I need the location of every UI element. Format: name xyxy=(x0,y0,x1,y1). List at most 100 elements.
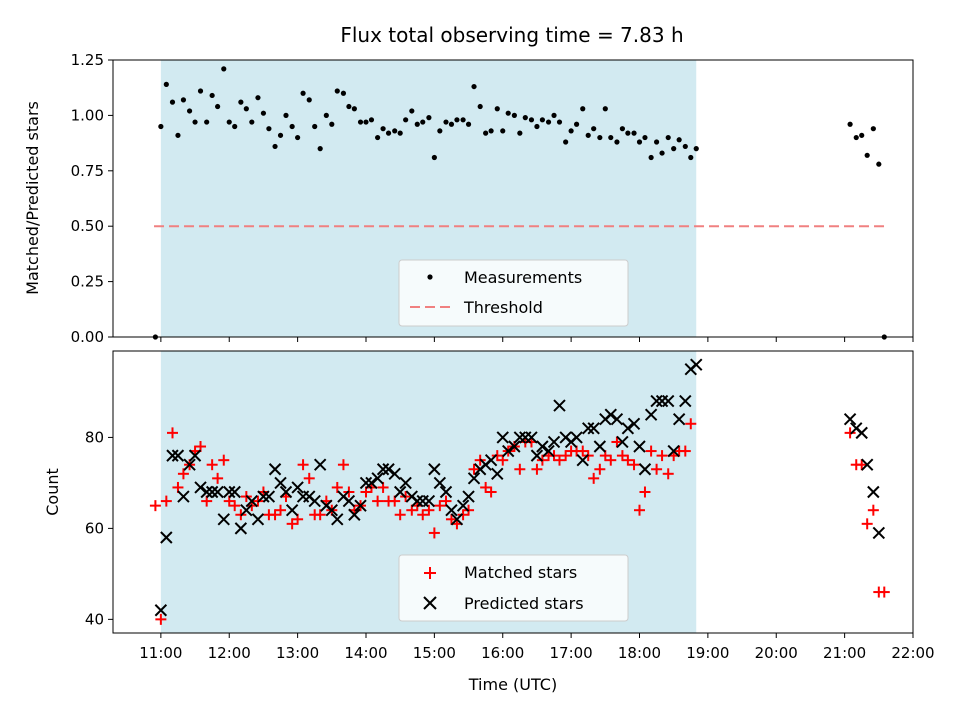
matched-star-point xyxy=(149,500,161,512)
cross-b xyxy=(433,476,447,490)
predicted-star-point xyxy=(667,444,680,458)
cross-b xyxy=(245,494,259,508)
measurement-point xyxy=(591,126,597,132)
matched-star-point xyxy=(297,459,309,471)
legend-measurements-marker xyxy=(427,274,433,280)
predicted-star-point xyxy=(228,485,241,499)
measurement-point xyxy=(580,106,586,112)
cross-b xyxy=(211,485,224,499)
matched-star-point xyxy=(685,418,697,430)
measurement-point xyxy=(648,154,654,161)
predicted-star-point xyxy=(188,449,202,462)
cross-b xyxy=(450,513,464,526)
bottom-legend-box xyxy=(398,554,629,622)
predicted-star-point xyxy=(354,499,367,512)
measurement-point xyxy=(585,132,591,138)
measurement-point xyxy=(357,119,364,125)
measurement-point xyxy=(693,146,699,152)
matched-star-point xyxy=(468,463,480,475)
measurement-point xyxy=(226,119,232,125)
matched-star-point xyxy=(844,427,856,439)
predicted-star-point xyxy=(359,476,373,490)
cross-b xyxy=(530,449,544,462)
matched-star-point xyxy=(867,504,879,516)
measurement-point xyxy=(642,134,648,141)
cross-b xyxy=(194,481,207,494)
predicted-star-point xyxy=(428,463,441,476)
matched-star-point xyxy=(553,454,565,466)
predicted-star-point xyxy=(638,463,652,476)
measurement-point xyxy=(500,128,506,134)
cross-b xyxy=(467,472,481,485)
x-tick-label: 12:00 xyxy=(208,644,251,662)
predicted-star-point xyxy=(439,485,453,499)
matched-star-point xyxy=(611,436,623,448)
predicted-star-point xyxy=(860,458,874,471)
predicted-star-point xyxy=(291,481,304,494)
matched-star-point xyxy=(628,459,640,471)
measurement-point xyxy=(573,121,580,127)
measurement-point xyxy=(671,146,677,152)
x-tick-label: 20:00 xyxy=(755,644,798,662)
predicted-star-point xyxy=(644,408,658,421)
cross-b xyxy=(251,513,265,526)
x-tick-label: 22:00 xyxy=(891,644,934,662)
predicted-star-point xyxy=(223,485,236,499)
predicted-star-point xyxy=(604,408,617,421)
cross-b xyxy=(553,399,566,412)
matched-star-point xyxy=(656,450,668,462)
predicted-star-point xyxy=(348,508,361,521)
predicted-star-point xyxy=(211,485,224,499)
cross-b xyxy=(399,476,412,490)
measurement-point xyxy=(163,81,169,87)
measurement-point xyxy=(380,126,386,132)
predicted-star-point xyxy=(582,422,595,435)
predicted-star-point xyxy=(342,494,356,508)
predicted-star-point xyxy=(650,394,663,408)
measurement-point xyxy=(870,126,876,132)
cross-b xyxy=(576,453,589,467)
measurement-point xyxy=(602,106,608,112)
predicted-star-point xyxy=(690,358,703,371)
cross-b xyxy=(228,485,241,499)
measurement-point xyxy=(221,66,227,72)
measurement-point xyxy=(511,112,517,118)
cross-b xyxy=(496,431,509,444)
cross-b xyxy=(542,444,555,458)
matched-star-point xyxy=(331,481,343,493)
measurement-point xyxy=(192,119,198,125)
predicted-star-point xyxy=(183,458,196,471)
measurement-point xyxy=(306,97,312,103)
predicted-star-point xyxy=(525,431,538,444)
cross-b xyxy=(616,435,629,449)
measurement-point xyxy=(614,139,620,145)
matched-star-point xyxy=(622,454,634,466)
measurement-point xyxy=(859,132,865,138)
predicted-star-point xyxy=(536,440,549,453)
cross-b xyxy=(633,440,646,453)
matched-star-point xyxy=(633,504,645,516)
measurement-point xyxy=(539,117,546,123)
matched-star-point xyxy=(662,468,674,480)
measurement-point xyxy=(522,115,528,121)
measurement-point xyxy=(545,119,552,125)
measurement-point xyxy=(249,119,255,125)
y-tick-label: 0.25 xyxy=(71,273,104,291)
predicted-star-point xyxy=(331,513,344,526)
predicted-star-point xyxy=(542,444,555,458)
predicted-star-point xyxy=(240,503,253,517)
measurement-point xyxy=(477,103,483,110)
predicted-star-point xyxy=(382,463,395,476)
predicted-star-point xyxy=(371,472,384,485)
cross-b xyxy=(593,440,607,453)
matched-star-point xyxy=(514,463,526,475)
measurement-point xyxy=(375,134,381,141)
cross-b xyxy=(502,444,515,458)
measurement-point xyxy=(631,130,637,136)
cross-b xyxy=(508,440,521,453)
top-y-axis: 0.00 0.25 0.50 0.75 1.00 1.25 xyxy=(71,51,113,346)
cross-b xyxy=(188,449,202,462)
matched-star-point xyxy=(166,427,178,439)
cross-b xyxy=(570,431,583,444)
cross-b xyxy=(582,422,595,435)
